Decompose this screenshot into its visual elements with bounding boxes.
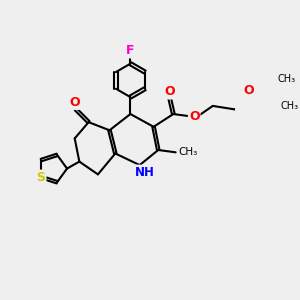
Text: O: O [189,110,200,123]
Text: O: O [164,85,175,98]
Text: F: F [126,44,135,57]
Text: S: S [37,170,46,184]
Text: O: O [69,96,80,109]
Text: O: O [243,84,254,97]
Text: CH₃: CH₃ [278,74,296,84]
Text: NH: NH [134,166,154,178]
Text: CH₃: CH₃ [178,147,197,157]
Text: CH₃: CH₃ [280,101,298,111]
